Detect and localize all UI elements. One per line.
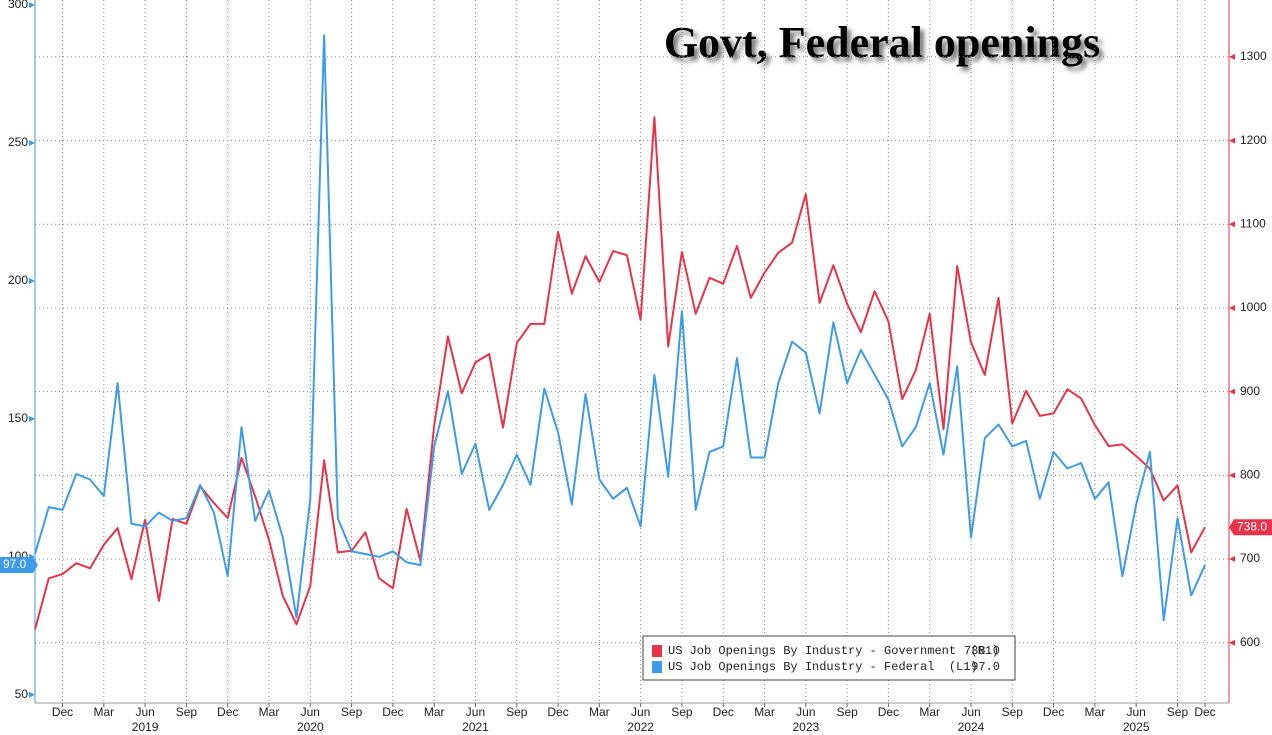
y2-tick	[1229, 388, 1235, 395]
x-tick-label: Dec	[713, 705, 734, 719]
x-tick-label: Sep	[1002, 705, 1024, 719]
x-tick-label: Mar	[589, 705, 610, 719]
last-value-label: 97.0	[3, 557, 27, 571]
x-year-label: 2024	[958, 720, 985, 734]
x-tick-label: Dec	[52, 705, 73, 719]
y2-tick-label: 1300	[1240, 49, 1267, 63]
x-year-label: 2019	[132, 720, 159, 734]
legend-label: US Job Openings By Industry - Federal (L…	[668, 660, 978, 674]
x-tick-label: Dec	[878, 705, 899, 719]
y2-tick	[1229, 137, 1235, 144]
y2-tick	[1229, 53, 1235, 60]
x-tick-label: Dec	[382, 705, 403, 719]
x-tick-label: Sep	[506, 705, 528, 719]
x-tick-label: Jun	[135, 705, 154, 719]
x-tick-label: Mar	[919, 705, 940, 719]
series-line	[34, 116, 1206, 630]
y-tick-label: 50	[15, 687, 29, 701]
legend-swatch	[652, 661, 662, 673]
y2-tick-label: 1100	[1240, 216, 1266, 230]
legend: US Job Openings By Industry - Government…	[642, 635, 1016, 681]
x-tick-label: Sep	[836, 705, 858, 719]
y-tick-label: 300	[8, 0, 28, 11]
last-value-badge	[1229, 519, 1272, 536]
last-value-label: 738.0	[1237, 519, 1267, 533]
y2-tick	[1229, 221, 1235, 228]
x-tick-label: Jun	[796, 705, 815, 719]
x-tick-label: Jun	[1126, 705, 1145, 719]
x-tick-label: Jun	[631, 705, 650, 719]
x-tick-label: Jun	[961, 705, 980, 719]
x-tick-label: Mar	[259, 705, 280, 719]
y-tick	[29, 2, 35, 8]
y-tick	[29, 415, 35, 422]
last-value-badge	[0, 557, 38, 574]
x-year-label: 2023	[792, 720, 819, 734]
x-tick-label: Dec	[1043, 705, 1064, 719]
y2-tick-label: 1200	[1240, 133, 1267, 147]
y-tick-label: 200	[8, 273, 28, 287]
x-tick-label: Mar	[424, 705, 445, 719]
x-year-label: 2020	[297, 720, 324, 734]
y2-tick	[1229, 472, 1235, 479]
x-tick-label: Jun	[466, 705, 485, 719]
y2-tick-label: 800	[1240, 468, 1260, 482]
y2-tick-label: 1000	[1240, 300, 1267, 314]
legend-value: 97.0	[971, 660, 1000, 674]
y2-tick	[1229, 304, 1235, 311]
y2-tick	[1229, 639, 1235, 646]
x-year-label: 2025	[1123, 720, 1150, 734]
x-tick-label: Dec	[547, 705, 568, 719]
legend-label: US Job Openings By Industry - Government…	[668, 644, 999, 658]
x-tick-label: Mar	[93, 705, 114, 719]
x-tick-label: Dec	[217, 705, 238, 719]
x-year-label: 2022	[627, 720, 654, 734]
y2-tick-label: 700	[1240, 551, 1260, 565]
legend-swatch	[652, 645, 662, 657]
x-tick-label: Jun	[301, 705, 320, 719]
x-tick-label: Mar	[754, 705, 775, 719]
y-tick-label: 250	[8, 135, 28, 149]
y-tick-label: 150	[8, 411, 28, 425]
y-tick	[29, 277, 35, 284]
x-tick-label: Mar	[1085, 705, 1106, 719]
legend-box	[642, 635, 1016, 681]
series-line	[34, 34, 1206, 622]
y-tick	[29, 691, 35, 698]
x-tick-label: Sep	[1167, 705, 1189, 719]
x-tick-label: Sep	[671, 705, 693, 719]
chart-title: Govt, Federal openings	[664, 18, 1100, 67]
x-tick-label: Sep	[341, 705, 363, 719]
y2-tick-label: 900	[1240, 384, 1260, 398]
y2-tick	[1229, 556, 1235, 563]
x-year-label: 2021	[462, 720, 489, 734]
y-tick	[29, 139, 35, 146]
x-tick-label: Sep	[176, 705, 198, 719]
legend-value: 738.0	[964, 644, 1000, 658]
x-tick-label: Dec	[1194, 705, 1215, 719]
y2-tick-label: 600	[1240, 635, 1260, 649]
